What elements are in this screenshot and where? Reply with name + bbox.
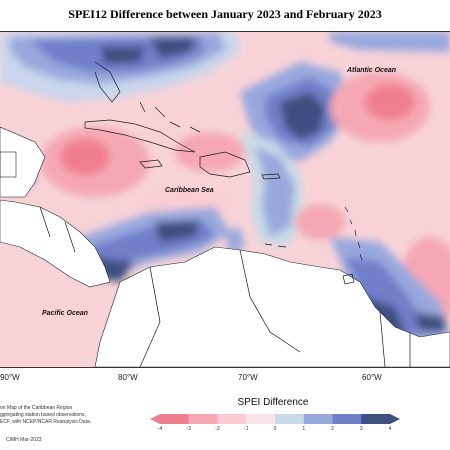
legend-arrow-left [150, 414, 160, 424]
longitude-label-90w: 90°W [0, 373, 20, 382]
island-outlines [39, 61, 411, 367]
mexico-land [0, 126, 46, 198]
central-america-land [0, 199, 111, 288]
legend-color-bin [303, 414, 333, 424]
atlantic-ocean-label: Atlantic Ocean [347, 67, 397, 74]
credit-line-3: ECF, with NCEP/NCAR Reanalysis Data. [0, 419, 92, 425]
legend-tick-label: 4 [388, 426, 392, 432]
legend-tick-label: -3 [186, 426, 191, 432]
longitude-label-70w: 70°W [238, 373, 258, 382]
caribbean-sea-label: Caribbean Sea [165, 187, 214, 194]
spei-difference-map: Atlantic Ocean Caribbean Sea Pacific Oce… [0, 31, 450, 368]
legend-tick-label: -4 [157, 426, 163, 432]
pacific-ocean-label: Pacific Ocean [42, 310, 88, 317]
legend-tick-label: -1 [244, 426, 249, 432]
credit-line-1: on Map of the Caribbean Region [0, 405, 73, 411]
legend-tick-label: 2 [331, 426, 334, 432]
legend-color-bin [332, 414, 362, 424]
legend-color-bin [160, 414, 190, 424]
legend-arrow-right [390, 414, 400, 424]
legend-color-bin [361, 414, 391, 424]
map-canvas [0, 32, 450, 367]
longitude-label-60w: 60°W [362, 373, 382, 382]
color-legend [150, 414, 400, 424]
legend-tick-label: 1 [302, 426, 306, 432]
legend-color-bin [217, 414, 247, 424]
footnote: CIMH Mar-2023 [6, 437, 42, 443]
credit-line-2: ggregating station based observations, [0, 412, 86, 418]
south-america-land [94, 246, 450, 367]
map-title: SPEI12 Difference between January 2023 a… [68, 7, 382, 21]
legend-color-bin [246, 414, 276, 424]
legend-color-bin [188, 414, 218, 424]
legend-color-bin [275, 414, 305, 424]
legend-tick-label: 3 [359, 426, 363, 432]
legend-title: SPEI Difference [237, 397, 309, 408]
inset-box [0, 151, 17, 178]
longitude-label-80w: 80°W [118, 373, 138, 382]
spei-contours [0, 32, 450, 357]
legend-tick-label: -2 [215, 426, 220, 432]
legend-tick-label: 0 [273, 426, 277, 432]
